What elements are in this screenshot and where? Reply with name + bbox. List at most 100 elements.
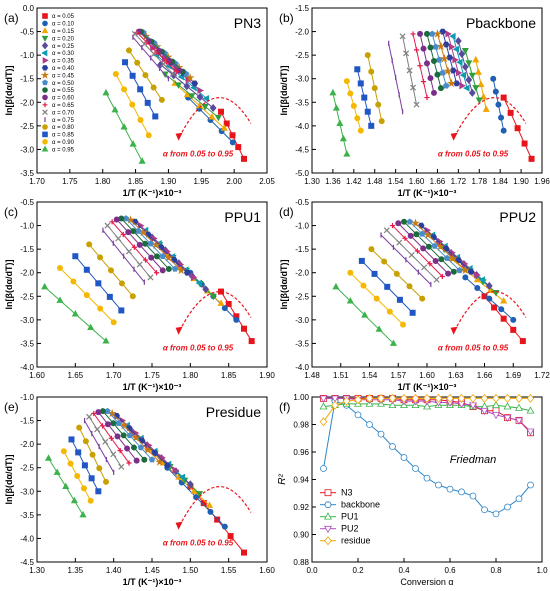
legend-marker xyxy=(42,87,48,93)
data-point xyxy=(227,533,234,540)
data-point xyxy=(136,261,143,268)
data-point xyxy=(94,426,101,433)
legend-marker xyxy=(41,35,49,42)
series-alpha-12 xyxy=(395,220,452,277)
x-axis-label: 1/T (K⁻¹)×10⁻³ xyxy=(123,577,182,587)
data-point xyxy=(427,44,434,51)
data-point xyxy=(102,438,109,445)
data-point xyxy=(196,93,204,102)
x-tick-label: 1.70 xyxy=(106,371,122,380)
legend-label: α = 0.85 xyxy=(52,133,75,139)
data-point xyxy=(435,242,445,251)
data-point xyxy=(383,227,390,234)
series-alpha-13 xyxy=(91,410,132,466)
x-tick-label: 1.85 xyxy=(221,371,237,380)
data-point xyxy=(170,70,177,78)
series-alpha-19 xyxy=(329,88,351,157)
data-point xyxy=(56,296,64,303)
series-residue xyxy=(319,393,535,427)
legend-label: α = 0.30 xyxy=(52,51,75,57)
panel-6: 0.0 0.2 0.4 0.6 0.8 1.0 1.00 0.98 0.96 0.94 0.92 0.… xyxy=(277,393,548,587)
data-point xyxy=(492,88,499,95)
data-point xyxy=(515,417,523,425)
x-tick-label: 1.78 xyxy=(471,177,487,186)
arrow-head xyxy=(175,132,183,141)
data-point xyxy=(469,393,477,403)
data-point xyxy=(133,457,140,464)
data-point xyxy=(144,99,151,106)
series-alpha-15 xyxy=(380,232,432,288)
data-point xyxy=(147,274,154,281)
legend-marker xyxy=(42,131,48,138)
data-point xyxy=(72,253,79,260)
series-alpha-12 xyxy=(135,28,183,74)
data-point xyxy=(438,256,445,263)
series-alpha-17 xyxy=(72,253,125,314)
data-point xyxy=(503,402,512,410)
data-point xyxy=(336,119,344,126)
data-point xyxy=(220,124,228,131)
data-point xyxy=(142,240,149,247)
x-tick-label: 1.48 xyxy=(367,177,383,186)
data-point xyxy=(70,496,78,504)
y-tick-label: -2.5 xyxy=(295,51,309,60)
data-point xyxy=(469,492,477,500)
y-tick-label: -4.5 xyxy=(295,145,309,154)
legend-marker xyxy=(41,65,49,71)
data-point xyxy=(71,310,79,317)
data-point xyxy=(368,122,375,129)
data-point xyxy=(467,268,475,275)
series-alpha-9 xyxy=(126,215,186,275)
data-point xyxy=(373,295,380,302)
series-alpha-1 xyxy=(217,108,247,162)
y-tick-label: -3.5 xyxy=(295,339,309,348)
series-alpha-19 xyxy=(332,282,397,346)
series-alpha-19 xyxy=(102,88,146,164)
series-alpha-2 xyxy=(164,464,228,530)
data-point xyxy=(452,45,460,53)
x-tick-label: 1.55 xyxy=(221,566,237,575)
data-point xyxy=(97,305,104,312)
x-tick-label: 1.35 xyxy=(68,566,84,575)
data-point xyxy=(103,478,110,485)
y-axis-label: ln[β(dα/dT)] xyxy=(4,259,14,309)
panel-2: 1.30 1.36 1.42 1.48 1.54 1.60 1.66 1.72 1.78 1.84… xyxy=(279,4,550,198)
data-point xyxy=(354,395,362,405)
y-tick-label: -0.5 xyxy=(20,28,34,37)
data-point xyxy=(420,245,427,252)
panel-label: (f) xyxy=(279,400,290,414)
data-point xyxy=(80,485,87,492)
data-point xyxy=(423,402,431,410)
alpha-range-annotation: α from 0.05 to 0.95 xyxy=(163,539,234,548)
legend-marker xyxy=(41,145,49,152)
legend-marker xyxy=(324,501,332,509)
data-point xyxy=(110,319,117,326)
data-point xyxy=(457,393,466,403)
x-tick-label: 1.40 xyxy=(106,566,122,575)
data-point xyxy=(119,420,129,430)
data-point xyxy=(474,271,481,279)
data-point xyxy=(148,254,155,261)
data-point xyxy=(201,104,209,111)
y-tick-label: -2.0 xyxy=(295,28,309,37)
data-point xyxy=(176,265,186,275)
series-alpha-10 xyxy=(429,30,450,89)
series-alpha-18 xyxy=(343,78,364,134)
data-point xyxy=(332,282,340,290)
data-point xyxy=(95,488,102,495)
data-point xyxy=(461,47,469,55)
data-point xyxy=(442,41,450,48)
data-point xyxy=(393,270,400,277)
data-point xyxy=(188,93,196,100)
series-alpha-8 xyxy=(417,222,475,275)
legend-marker xyxy=(41,27,49,34)
trend-arrow xyxy=(179,486,252,526)
data-point xyxy=(400,321,407,328)
data-point xyxy=(125,229,132,236)
data-point xyxy=(225,300,232,307)
y-tick-label: -2.0 xyxy=(20,98,34,107)
data-point xyxy=(126,460,132,466)
data-point xyxy=(527,481,534,489)
data-point xyxy=(113,216,120,223)
data-point xyxy=(446,485,454,493)
